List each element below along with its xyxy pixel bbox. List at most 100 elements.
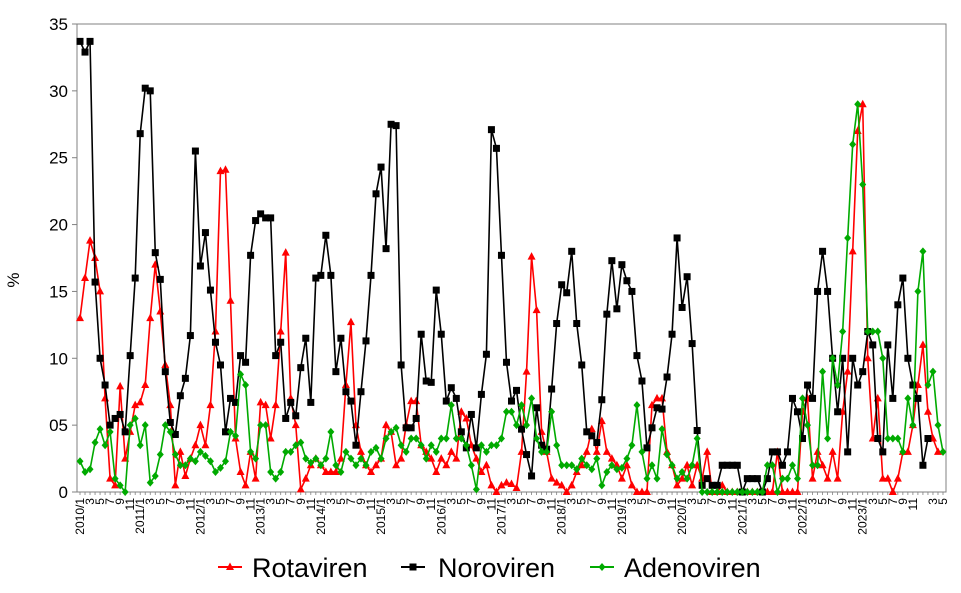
x-month-label: 5 <box>515 498 529 505</box>
data-point-noroviren <box>553 320 561 328</box>
data-point-rotaviren <box>843 367 852 375</box>
data-point-noroviren <box>849 354 857 362</box>
data-point-rotaviren <box>918 340 927 348</box>
data-point-adenoviren <box>352 461 360 470</box>
data-point-adenoviren <box>447 401 455 410</box>
data-point-adenoviren <box>282 447 290 456</box>
data-point-adenoviren <box>874 327 882 336</box>
x-year-label: 2023/1 <box>856 498 870 535</box>
data-point-noroviren <box>673 234 681 242</box>
data-point-noroviren <box>733 461 741 469</box>
data-point-adenoviren <box>81 467 89 476</box>
x-month-label: 5 <box>93 498 107 505</box>
x-month-label: 3 <box>685 498 699 505</box>
data-point-adenoviren <box>332 461 340 470</box>
data-point-noroviren <box>788 394 796 402</box>
data-point-rotaviren <box>482 460 491 469</box>
data-point-noroviren <box>508 397 515 405</box>
data-point-noroviren <box>743 475 751 483</box>
data-point-rotaviren <box>472 454 481 462</box>
data-point-adenoviren <box>934 421 942 430</box>
data-point-adenoviren <box>227 427 235 436</box>
data-point-noroviren <box>297 364 305 372</box>
data-point-noroviren <box>232 398 240 406</box>
data-point-noroviren <box>653 404 661 412</box>
data-point-noroviren <box>528 472 536 480</box>
data-point-noroviren <box>558 281 566 289</box>
x-month-label: 11 <box>605 498 619 511</box>
data-point-noroviren <box>76 37 84 45</box>
data-point-adenoviren <box>211 467 219 476</box>
data-point-rotaviren <box>271 400 280 409</box>
data-point-adenoviren <box>834 381 842 390</box>
data-point-rotaviren <box>678 474 687 482</box>
data-point-noroviren <box>467 410 475 418</box>
legend: Rotaviren Noroviren Adenoviren <box>218 553 761 583</box>
data-point-noroviren <box>196 262 204 270</box>
data-point-noroviren <box>322 231 330 239</box>
data-point-rotaviren <box>863 353 872 362</box>
data-point-adenoviren <box>136 441 144 450</box>
data-point-noroviren <box>106 421 114 429</box>
data-point-adenoviren <box>929 367 937 376</box>
data-point-noroviren <box>578 361 586 369</box>
data-point-noroviren <box>131 274 139 282</box>
x-year-label: 2020/1 <box>675 498 689 535</box>
data-point-adenoviren <box>778 474 786 483</box>
data-point-rotaviren <box>808 474 817 482</box>
data-point-noroviren <box>302 334 310 342</box>
x-month-label: 7 <box>886 498 900 505</box>
data-point-noroviren <box>513 386 521 394</box>
data-point-rotaviren <box>502 478 511 486</box>
data-point-noroviren <box>492 144 500 152</box>
data-point-rotaviren <box>462 413 471 422</box>
data-point-adenoviren <box>322 454 330 463</box>
data-point-adenoviren <box>302 454 310 463</box>
data-point-adenoviren <box>904 394 912 403</box>
data-point-noroviren <box>583 428 591 436</box>
data-point-noroviren <box>447 384 455 392</box>
data-point-noroviren <box>502 358 510 366</box>
data-point-rotaviren <box>642 487 651 495</box>
data-point-noroviren <box>668 330 676 338</box>
series-adenoviren <box>76 100 947 496</box>
data-point-noroviren <box>773 448 781 456</box>
x-month-label: 11 <box>424 498 438 511</box>
data-point-noroviren <box>81 48 89 56</box>
data-point-noroviren <box>623 277 631 285</box>
data-point-noroviren <box>598 396 606 404</box>
data-point-rotaviren <box>372 460 381 469</box>
legend-marker-adenoviren <box>598 563 606 571</box>
x-year-label: 2016/1 <box>434 498 448 535</box>
data-point-adenoviren <box>603 467 611 476</box>
data-point-noroviren <box>703 475 711 483</box>
data-point-noroviren <box>889 394 897 402</box>
x-month-label: 9 <box>595 498 609 505</box>
y-tick-label: 20 <box>49 216 68 235</box>
data-point-adenoviren <box>482 447 490 456</box>
legend-item-rotaviren: Rotaviren <box>218 553 368 583</box>
data-point-noroviren <box>417 330 425 338</box>
x-month-label: 7 <box>163 498 177 505</box>
x-month-label: 5 <box>454 498 468 505</box>
x-month-label: 5 <box>936 498 950 505</box>
data-point-noroviren <box>151 249 159 257</box>
data-point-adenoviren <box>643 474 651 483</box>
x-month-label: 9 <box>775 498 789 505</box>
data-point-rotaviren <box>226 296 235 304</box>
data-point-adenoviren <box>392 423 400 432</box>
data-point-adenoviren <box>583 461 591 470</box>
x-month-label: 5 <box>213 498 227 505</box>
data-point-rotaviren <box>106 474 115 482</box>
x-month-label: 9 <box>294 498 308 505</box>
data-point-noroviren <box>407 424 415 432</box>
data-point-adenoviren <box>768 461 776 470</box>
data-point-adenoviren <box>307 458 315 467</box>
data-point-noroviren <box>181 374 189 382</box>
data-point-adenoviren <box>237 370 245 379</box>
data-point-rotaviren <box>783 487 792 495</box>
data-point-noroviren <box>568 247 576 255</box>
data-point-adenoviren <box>312 454 320 463</box>
data-point-noroviren <box>899 274 907 282</box>
